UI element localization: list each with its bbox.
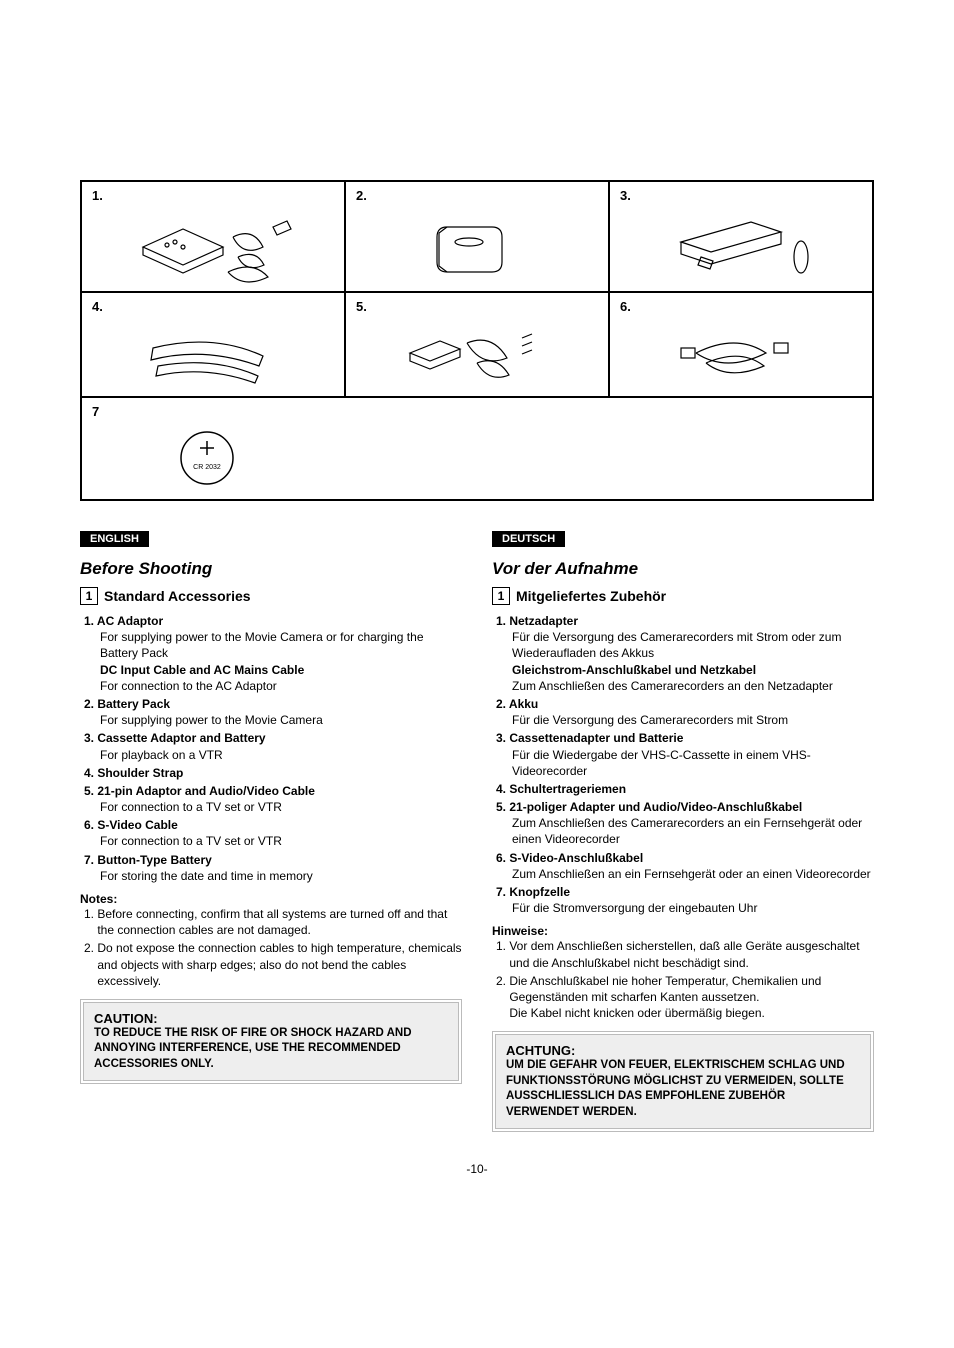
accessory-item: 3. Cassettenadapter und BatterieFür die … xyxy=(496,730,874,779)
figure-number: 5. xyxy=(356,299,367,314)
battery-model-label: CR 2032 xyxy=(193,464,221,471)
note-item: 2. Do not expose the connection cables t… xyxy=(84,940,462,989)
language-tag-deutsch: DEUTSCH xyxy=(492,531,565,547)
figure-cell-1: 1. xyxy=(81,181,345,292)
page-number: -10- xyxy=(80,1162,874,1176)
accessory-item: 4. Schultertrageriemen xyxy=(496,781,874,797)
figure-cell-2: 2. xyxy=(345,181,609,292)
caution-title: ACHTUNG: xyxy=(506,1043,860,1058)
caution-body: UM DIE GEFAHR VON FEUER, ELEKTRISCHEM SC… xyxy=(506,1058,860,1120)
figure-number: 7 xyxy=(92,404,99,419)
section-number-box: 1 xyxy=(80,587,98,605)
button-battery-illustration: CR 2032 xyxy=(162,423,252,493)
language-tag-english: ENGLISH xyxy=(80,531,149,547)
accessories-list-en: 1. AC AdaptorFor supplying power to the … xyxy=(80,613,462,884)
note-item: 2. Die Anschlußkabel nie hoher Temperatu… xyxy=(496,973,874,1022)
accessory-item: 6. S-Video-AnschlußkabelZum Anschließen … xyxy=(496,850,874,882)
scart-av-cable-illustration xyxy=(392,318,562,388)
section-title: Before Shooting xyxy=(80,559,462,579)
subsection-title: Mitgeliefertes Zubehör xyxy=(516,588,666,604)
notes-heading: Notes: xyxy=(80,892,462,906)
notes-list-de: 1. Vor dem Anschließen sicherstellen, da… xyxy=(492,938,874,1021)
accessory-item: 5. 21-poliger Adapter und Audio/Video-An… xyxy=(496,799,874,848)
accessory-item: 1. NetzadapterFür die Versorgung des Cam… xyxy=(496,613,874,694)
figure-cell-7: 7 CR 2032 xyxy=(81,397,873,500)
ac-adaptor-illustration xyxy=(123,207,303,285)
section-number-box: 1 xyxy=(492,587,510,605)
shoulder-strap-illustration xyxy=(133,318,293,388)
figure-number: 6. xyxy=(620,299,631,314)
language-columns: ENGLISH Before Shooting 1 Standard Acces… xyxy=(80,531,874,1132)
figure-cell-4: 4. xyxy=(81,292,345,397)
deutsch-column: DEUTSCH Vor der Aufnahme 1 Mitgelieferte… xyxy=(492,531,874,1132)
notes-list-en: 1. Before connecting, confirm that all s… xyxy=(80,906,462,989)
figure-number: 1. xyxy=(92,188,103,203)
notes-heading: Hinweise: xyxy=(492,924,874,938)
accessories-figure-grid: 1. 2. xyxy=(80,180,874,501)
figure-cell-5: 5. xyxy=(345,292,609,397)
accessory-item: 2. Battery PackFor supplying power to th… xyxy=(84,696,462,728)
caution-title: CAUTION: xyxy=(94,1011,448,1026)
accessory-item: 7. Button-Type BatteryFor storing the da… xyxy=(84,852,462,884)
caution-box-en: CAUTION: TO REDUCE THE RISK OF FIRE OR S… xyxy=(80,999,462,1085)
figure-cell-3: 3. xyxy=(609,181,873,292)
note-item: 1. Before connecting, confirm that all s… xyxy=(84,906,462,938)
figure-number: 3. xyxy=(620,188,631,203)
note-item: 1. Vor dem Anschließen sicherstellen, da… xyxy=(496,938,874,970)
s-video-cable-illustration xyxy=(656,318,826,388)
accessory-item: 6. S-Video CableFor connection to a TV s… xyxy=(84,817,462,849)
subsection-title: Standard Accessories xyxy=(104,588,251,604)
accessory-item: 7. KnopfzelleFür die Stromversorgung der… xyxy=(496,884,874,916)
accessories-list-de: 1. NetzadapterFür die Versorgung des Cam… xyxy=(492,613,874,916)
accessory-item: 2. AkkuFür die Versorgung des Camerareco… xyxy=(496,696,874,728)
accessory-item: 1. AC AdaptorFor supplying power to the … xyxy=(84,613,462,694)
section-title: Vor der Aufnahme xyxy=(492,559,874,579)
figure-number: 4. xyxy=(92,299,103,314)
figure-cell-6: 6. xyxy=(609,292,873,397)
english-column: ENGLISH Before Shooting 1 Standard Acces… xyxy=(80,531,462,1132)
accessory-item: 4. Shoulder Strap xyxy=(84,765,462,781)
cassette-adaptor-illustration xyxy=(656,207,826,285)
caution-body: TO REDUCE THE RISK OF FIRE OR SHOCK HAZA… xyxy=(94,1026,448,1073)
battery-pack-illustration xyxy=(407,207,547,285)
accessory-item: 3. Cassette Adaptor and BatteryFor playb… xyxy=(84,730,462,762)
figure-number: 2. xyxy=(356,188,367,203)
caution-box-de: ACHTUNG: UM DIE GEFAHR VON FEUER, ELEKTR… xyxy=(492,1031,874,1132)
accessory-item: 5. 21-pin Adaptor and Audio/Video CableF… xyxy=(84,783,462,815)
